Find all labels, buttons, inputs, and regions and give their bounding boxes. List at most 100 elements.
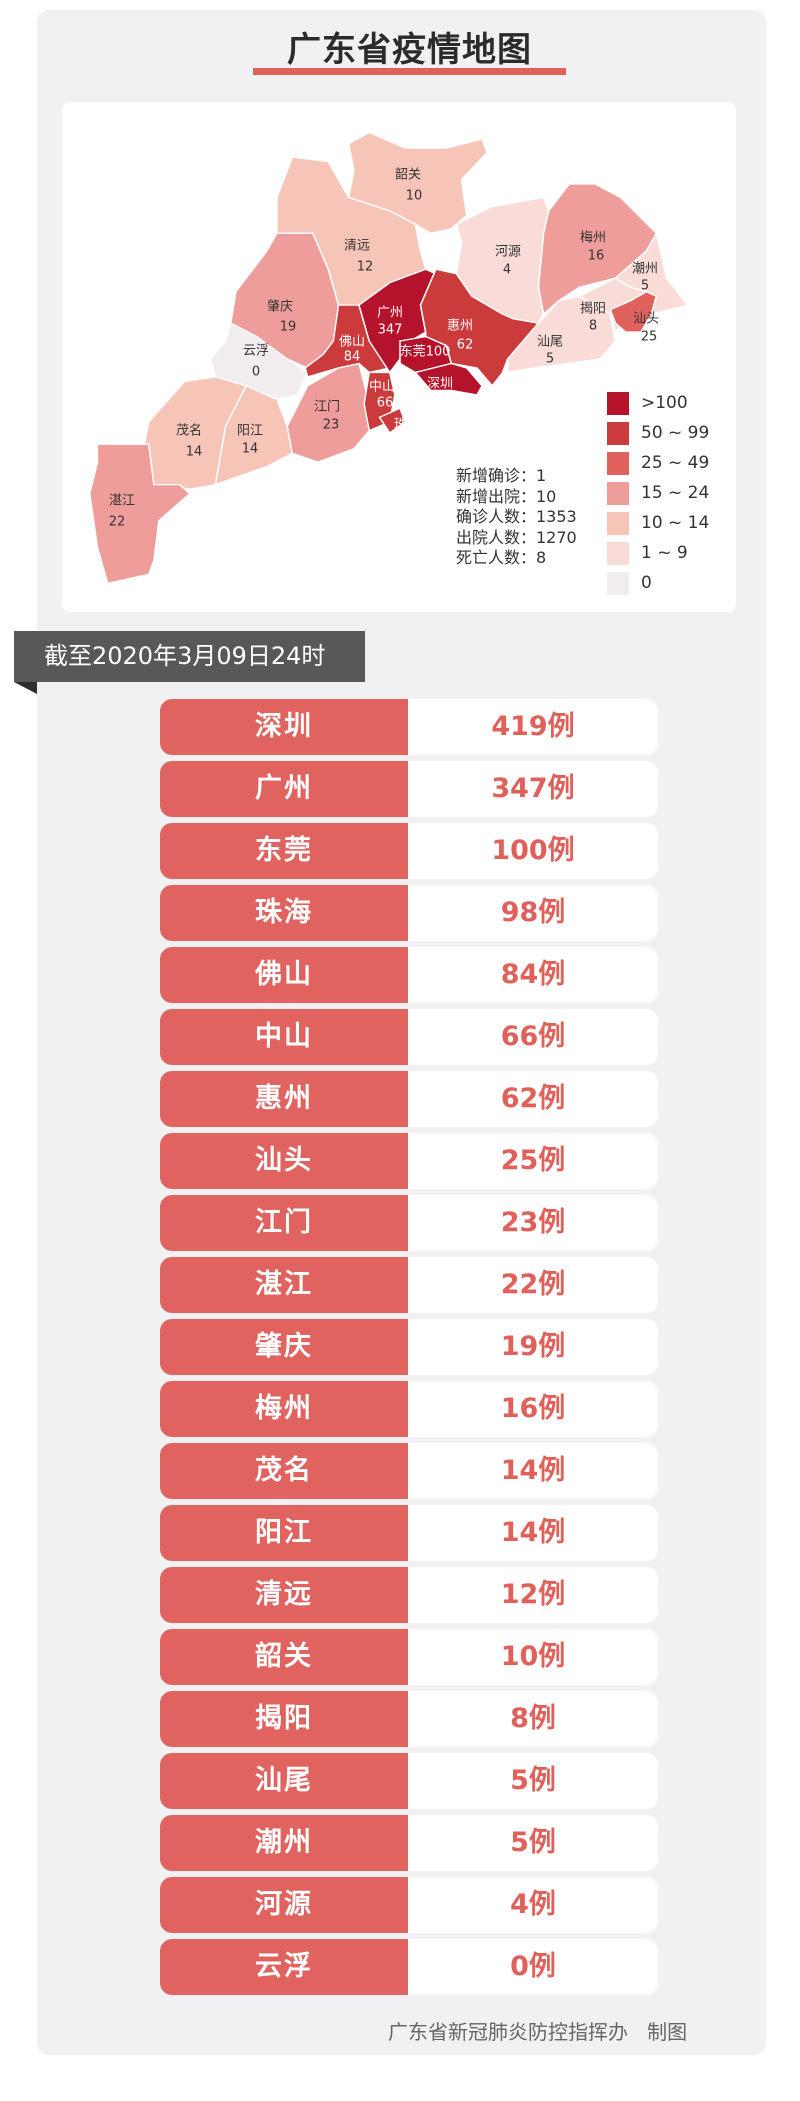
map-region-count: 66 [376, 395, 394, 411]
map-region-name: 江门 [313, 399, 341, 415]
row-city: 珠海 [160, 885, 408, 941]
map-region-name: 云浮 [242, 343, 270, 359]
row-city: 惠州 [160, 1071, 408, 1127]
row-case-count: 16例 [500, 1393, 566, 1424]
row-city: 韶关 [160, 1629, 408, 1685]
row-case-count: 5例 [510, 1827, 556, 1858]
map-region-name: 清远 [343, 238, 371, 254]
table-row: 汕尾 5例 [160, 1753, 658, 1809]
legend-swatch [607, 452, 629, 475]
table-row: 江门 23例 [160, 1195, 658, 1251]
row-city: 肇庆 [160, 1319, 408, 1375]
map-region-count: 25 [640, 329, 658, 345]
guangdong-map [88, 131, 689, 585]
banner-fold [14, 682, 37, 694]
table-row: 佛山 84例 [160, 947, 658, 1003]
row-case-count: 84例 [500, 959, 566, 990]
table-row: 珠海 98例 [160, 885, 658, 941]
row-city: 阳江 [160, 1505, 408, 1561]
table-row: 汕头 25例 [160, 1133, 658, 1189]
map-region [506, 295, 617, 374]
row-city: 河源 [160, 1877, 408, 1933]
table-row: 云浮 0例 [160, 1939, 658, 1995]
row-city: 湛江 [160, 1257, 408, 1313]
map-region-name: 揭阳 [579, 301, 607, 317]
stat-total-discharged: 出院人数：1270 [456, 527, 577, 547]
map-region-count: 16 [587, 248, 605, 264]
table-row: 韶关 10例 [160, 1629, 658, 1685]
map-region-name: 湛江 [108, 493, 136, 509]
table-row: 茂名 14例 [160, 1443, 658, 1499]
page-title: 广东省疫情地图 [287, 30, 532, 70]
row-case-count: 12例 [500, 1579, 566, 1610]
map-region-count: 419 [427, 394, 453, 410]
table-row: 肇庆 19例 [160, 1319, 658, 1375]
row-case-count: 66例 [500, 1021, 566, 1052]
map-region-name: 深圳 [426, 376, 454, 392]
row-case-count: 0例 [510, 1951, 556, 1982]
table-row: 河源 4例 [160, 1877, 658, 1933]
table-row: 深圳 419例 [160, 699, 658, 755]
footer-credit: 广东省新冠肺炎防控指挥办 制图 [388, 2016, 687, 2045]
row-city: 汕尾 [160, 1753, 408, 1809]
map-region-count: 98 [397, 437, 415, 453]
legend-swatch [607, 422, 629, 445]
legend-label: >100 [641, 393, 688, 413]
stat-total-confirmed: 确诊人数：1353 [456, 507, 577, 526]
row-case-count: 8例 [510, 1703, 556, 1734]
row-city: 佛山 [160, 947, 408, 1003]
row-case-count: 419例 [491, 711, 575, 742]
map-region-count: 10 [405, 188, 423, 204]
row-case-count: 347例 [491, 773, 575, 804]
row-city: 揭阳 [160, 1691, 408, 1747]
map-region-name: 东莞100 [399, 344, 451, 360]
table-row: 梅州 16例 [160, 1381, 658, 1437]
legend-label: 10 ~ 14 [641, 513, 710, 533]
map-region-name: 肇庆 [266, 299, 294, 315]
legend-label: 25 ~ 49 [641, 453, 710, 473]
map-region-name: 阳江 [236, 423, 264, 439]
legend-swatch [607, 392, 629, 415]
map-region-name: 惠州 [446, 318, 474, 334]
map-region-count: 23 [322, 417, 340, 433]
map-region-count: 22 [108, 514, 126, 530]
legend-swatch [607, 512, 629, 535]
table-row: 潮州 5例 [160, 1815, 658, 1871]
footer-suffix: 制图 [647, 2020, 688, 2044]
row-case-count: 100例 [491, 835, 575, 866]
map-region-count: 347 [377, 322, 403, 338]
map-region-count: 4 [502, 262, 512, 278]
row-case-count: 22例 [500, 1269, 566, 1300]
row-city: 深圳 [160, 699, 408, 755]
map-region [214, 384, 294, 486]
map-region-name: 珠海 [393, 417, 421, 433]
map-region-name: 韶关 [394, 167, 422, 183]
map-region-count: 0 [251, 364, 261, 380]
table-row: 东莞 100例 [160, 823, 658, 879]
row-city: 茂名 [160, 1443, 408, 1499]
row-case-count: 62例 [500, 1083, 566, 1114]
map-region-count: 84 [343, 349, 361, 365]
row-city: 汕头 [160, 1133, 408, 1189]
map-region-count: 12 [356, 259, 374, 275]
legend-swatch [607, 482, 629, 505]
row-city: 中山 [160, 1009, 408, 1065]
row-case-count: 19例 [500, 1331, 566, 1362]
date-banner: 截至2020年3月09日24时 [14, 631, 365, 682]
row-case-count: 98例 [500, 897, 566, 928]
map-region [614, 231, 689, 315]
legend-label: 50 ~ 99 [641, 423, 710, 443]
map-region [378, 407, 407, 435]
map-region [229, 232, 340, 369]
map-region-count: 5 [640, 278, 650, 294]
stat-deaths: 死亡人数：8 [456, 548, 547, 567]
row-city: 梅州 [160, 1381, 408, 1437]
map-region-name: 中山 [368, 379, 396, 395]
row-case-count: 25例 [500, 1145, 566, 1176]
map-region-count: 14 [185, 444, 203, 460]
map-region-name: 汕尾 [536, 334, 564, 350]
row-city: 清远 [160, 1567, 408, 1623]
map-region-count: 8 [588, 318, 598, 334]
legend-swatch [607, 542, 629, 565]
row-case-count: 14例 [500, 1517, 566, 1548]
